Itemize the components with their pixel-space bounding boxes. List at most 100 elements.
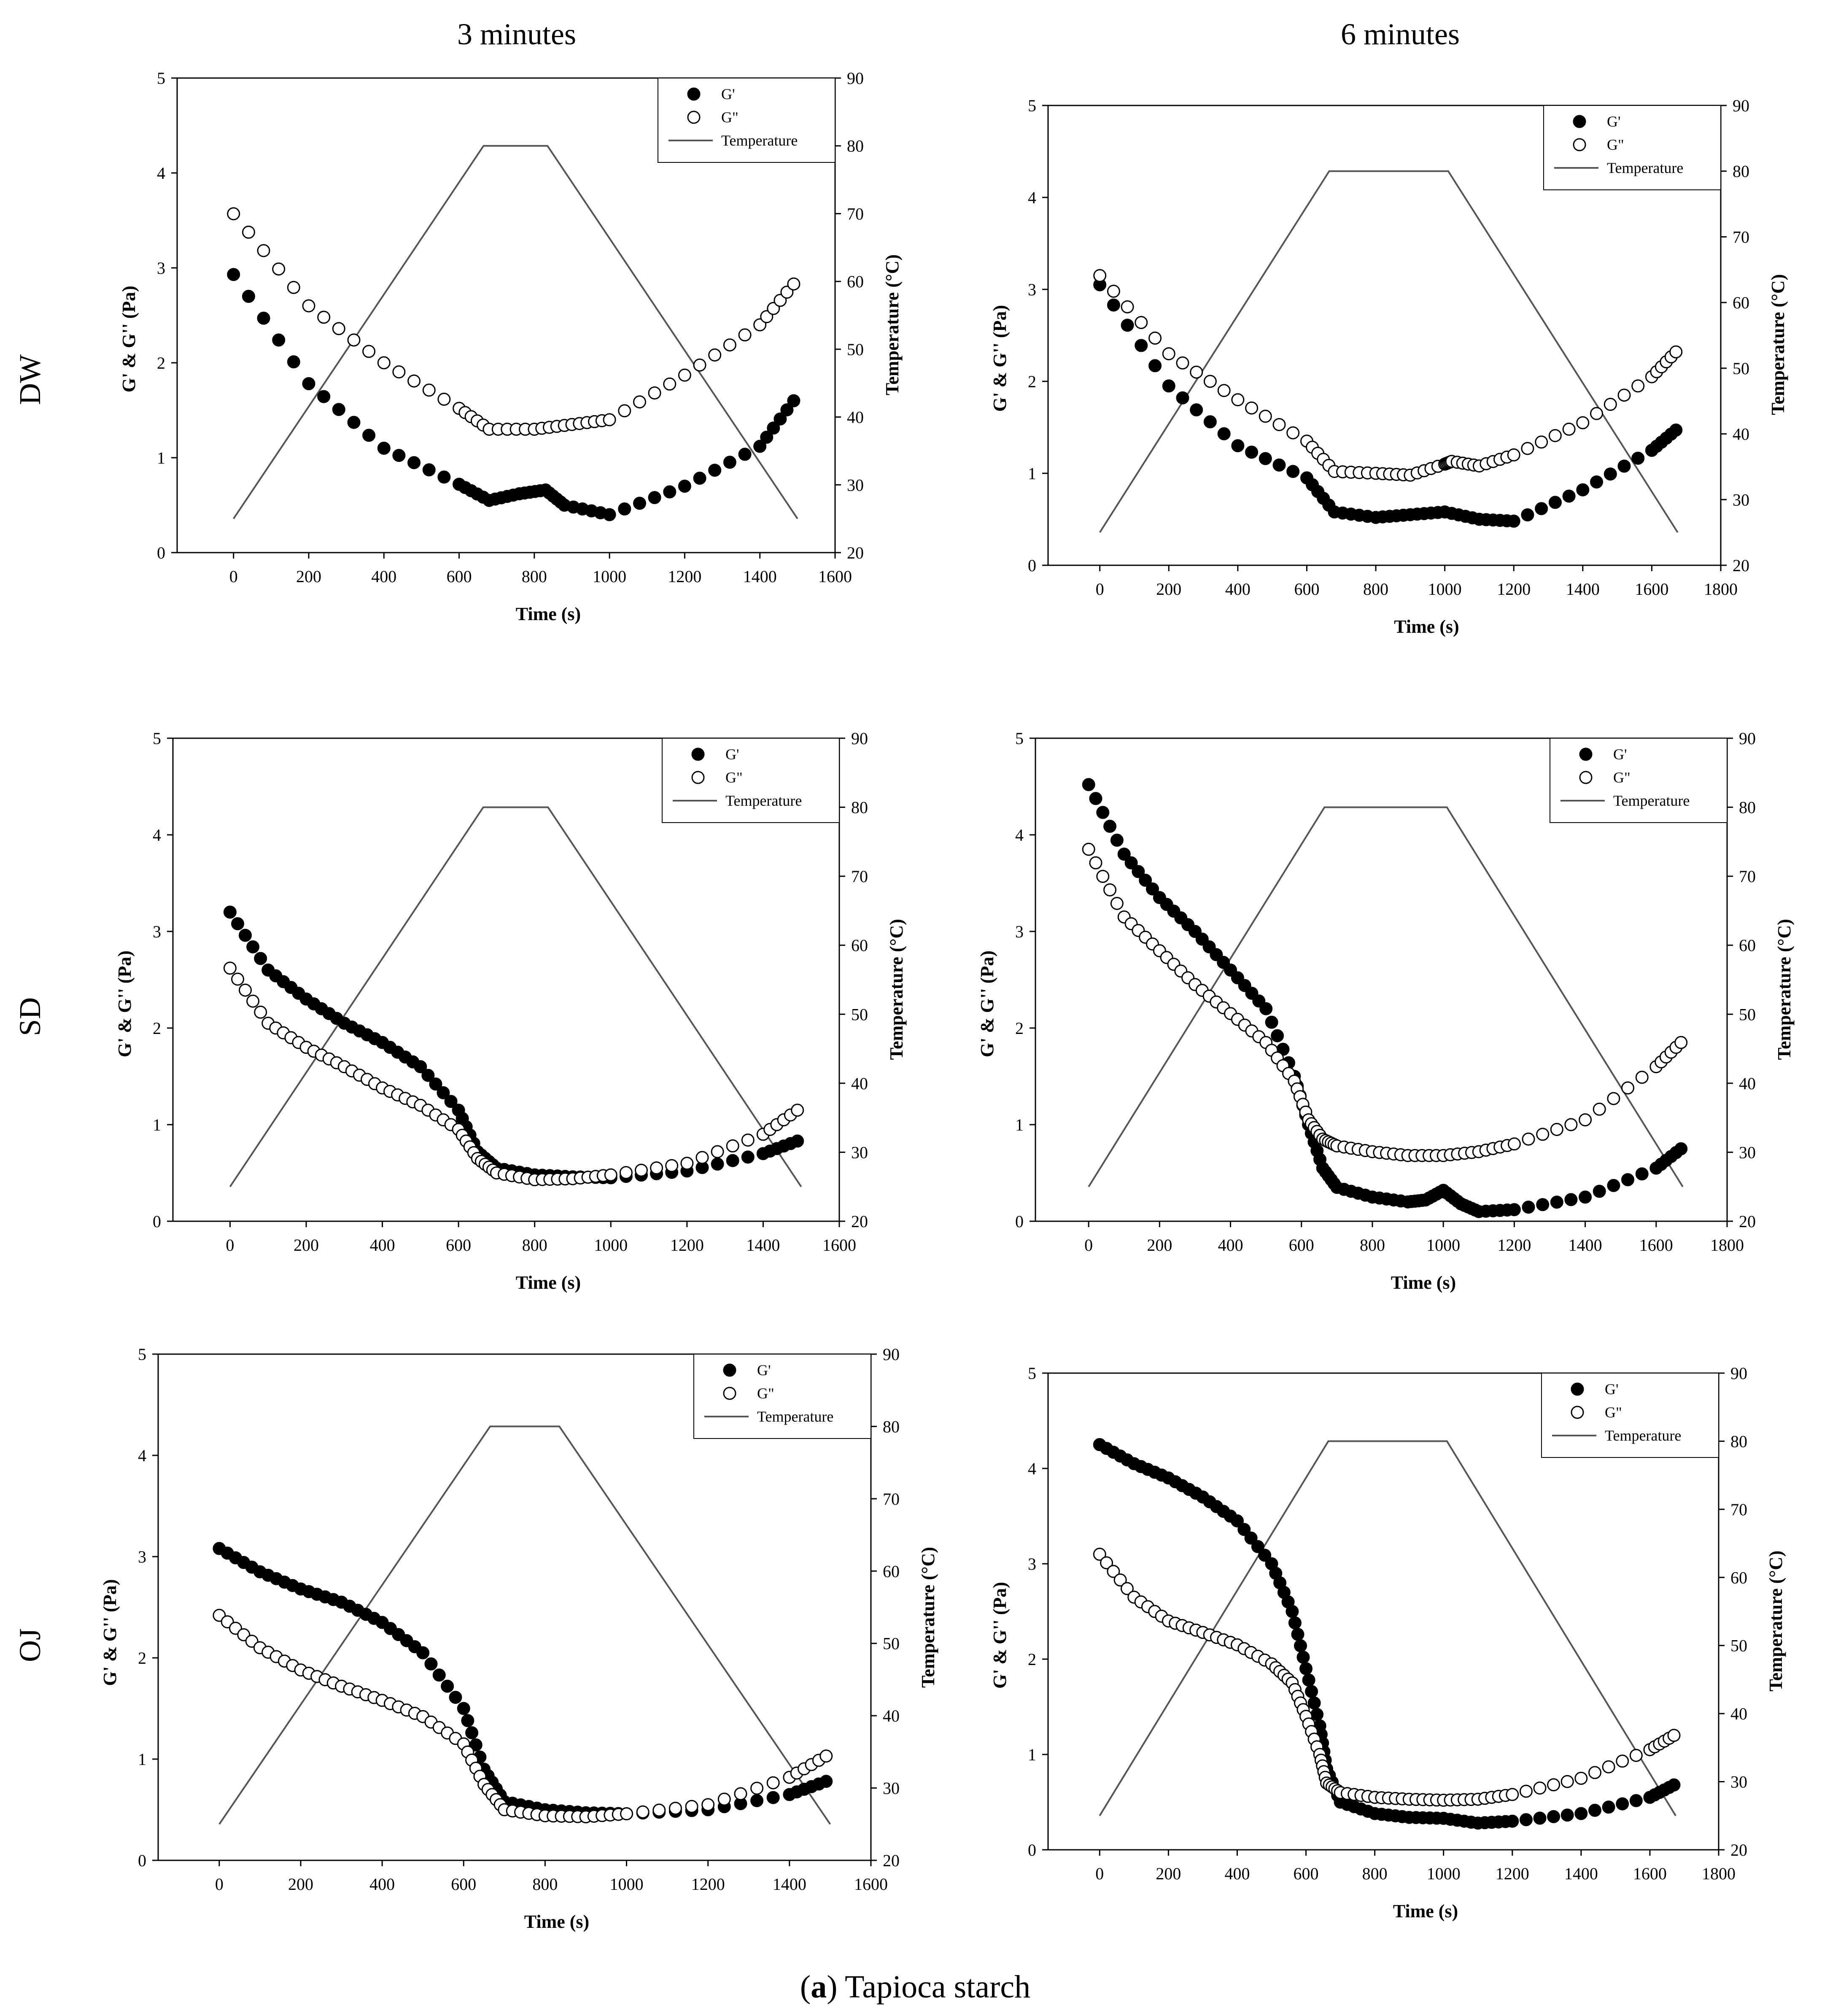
g-double-prime-point (603, 413, 616, 426)
y2-tick-label: 60 (1739, 936, 1756, 955)
legend-g-double-prime-marker (691, 771, 705, 784)
g-prime-point (1265, 1015, 1278, 1029)
y2-tick-label: 20 (1730, 1841, 1747, 1859)
g-prime-point (1564, 1193, 1578, 1206)
g-prime-point (1522, 1201, 1535, 1214)
x-tick-label: 200 (1156, 1864, 1181, 1883)
y2-tick-label: 60 (847, 272, 864, 291)
y-axis-title: G' & G'' (Pa) (114, 950, 135, 1057)
g-prime-point (441, 1679, 454, 1693)
x-tick-label: 0 (215, 1875, 224, 1894)
g-prime-point (1533, 1811, 1547, 1825)
g-double-prime-point (1629, 1749, 1643, 1762)
g-double-prime-point (678, 368, 691, 382)
x-tick-label: 400 (371, 567, 396, 586)
x-tick-label: 600 (1294, 1864, 1319, 1883)
g-double-prime-point (650, 1161, 663, 1175)
temperature-line (218, 1425, 831, 1825)
chart-oj-6min: 0 200 400 600 800 1000 1200 1400 1600 1800 0 1 2 3 4 5 2… (989, 1364, 1786, 1922)
g-double-prime-point (1535, 435, 1548, 449)
y-tick-label: 1 (1028, 464, 1036, 483)
g-prime-point (246, 940, 260, 954)
col-title-6min: 6 minutes (1341, 17, 1460, 51)
g-double-prime-point (750, 1781, 764, 1795)
g-prime-point (1562, 489, 1576, 503)
plot-frame (1035, 737, 1728, 1222)
g-prime-point (1635, 1167, 1649, 1181)
g-prime-point (1124, 856, 1138, 869)
x-tick-label: 1000 (594, 1236, 628, 1255)
g-prime-point (1602, 1800, 1615, 1814)
g-prime-point (362, 429, 376, 442)
g-prime-point (780, 403, 794, 417)
legend-g-double-prime-marker (723, 1387, 736, 1400)
plot-frame (172, 737, 840, 1222)
x-tick-label: 1600 (818, 567, 852, 586)
y2-axis-title: Temperature (°C) (1765, 1551, 1786, 1692)
g-prime-point (223, 905, 237, 919)
y2-tick-label: 90 (883, 1345, 900, 1364)
g-prime-point (457, 1702, 470, 1715)
g-prime-point (708, 464, 722, 477)
g-double-prime-point (377, 356, 391, 370)
chart-dw-6min: 0 200 400 600 800 1000 1200 1400 1600 1800 0 1 2 3 4 5 2… (989, 96, 1788, 637)
g-prime-point (1237, 1523, 1251, 1536)
y2-tick-label: 20 (1733, 556, 1749, 575)
x-tick-label: 400 (369, 1875, 395, 1894)
g-prime-point (1574, 1807, 1588, 1820)
y2-axis-title: Temperature (°C) (886, 919, 907, 1060)
g-double-prime-point (1574, 1772, 1588, 1785)
y2-tick-label: 30 (1730, 1773, 1747, 1792)
x-tick-label: 200 (1147, 1236, 1172, 1255)
g-double-prime-point (669, 1802, 682, 1815)
g-double-prime-point (246, 994, 260, 1008)
legend-box (693, 1354, 871, 1439)
legend-g-double-prime-label: G" (1605, 1404, 1622, 1421)
g-prime-point (1310, 1708, 1324, 1721)
x-axis-title: Time (s) (1391, 1272, 1456, 1293)
x-tick-label: 400 (1224, 1864, 1250, 1883)
g-prime-point (738, 448, 752, 461)
x-tick-label: 400 (1218, 1236, 1243, 1255)
y-axis-title: G' & G'' (Pa) (100, 1579, 120, 1686)
x-tick-label: 400 (370, 1236, 395, 1255)
legend-g-double-prime-label: G" (721, 109, 738, 126)
g-double-prime-point (1107, 284, 1120, 298)
g-double-prime-point (1217, 384, 1231, 397)
legend: G' G" Temperature (1550, 738, 1728, 823)
g-double-prime-point (1096, 870, 1110, 883)
g-double-prime-point (1616, 1754, 1629, 1768)
g-double-prime-point (227, 207, 240, 221)
g-prime-point (227, 268, 240, 281)
y-axis-title: G' & G'' (Pa) (977, 950, 997, 1057)
g-double-prime-point (302, 299, 315, 313)
x-tick-label: 600 (451, 1875, 476, 1894)
g-double-prime-point (1560, 1775, 1574, 1788)
g-prime-point (663, 485, 676, 499)
g-prime-point (618, 502, 631, 515)
g-double-prime-point (1135, 316, 1148, 329)
g-prime-point (648, 491, 661, 504)
temperature-line (229, 806, 802, 1187)
g-double-prime-point (332, 322, 345, 335)
chart-sd-6min: 0 200 400 600 800 1000 1200 1400 1600 1800 0 1 2 3 4 5 2… (977, 729, 1795, 1293)
g-prime-point (414, 1060, 427, 1074)
plot-frame (1047, 105, 1722, 566)
g-double-prime-point (257, 244, 270, 257)
g-double-prime-point (1669, 345, 1683, 359)
x-tick-label: 1200 (1496, 1864, 1529, 1883)
g-prime-point (1588, 1803, 1601, 1817)
y2-tick-label: 50 (847, 340, 864, 359)
g-prime-point (1162, 379, 1175, 393)
g-prime-point (791, 1134, 804, 1148)
y-tick-label: 2 (153, 1019, 161, 1038)
g-double-prime-point (239, 983, 252, 997)
legend-g-prime-label: G' (757, 1362, 771, 1379)
g-double-prime-point (1562, 422, 1576, 436)
caption-text: Tapioca starch (838, 1969, 1031, 2005)
x-tick-label: 0 (229, 567, 238, 586)
g-prime-point (693, 472, 706, 485)
legend-g-double-prime-marker (687, 111, 701, 124)
x-tick-label: 0 (1084, 1236, 1093, 1255)
